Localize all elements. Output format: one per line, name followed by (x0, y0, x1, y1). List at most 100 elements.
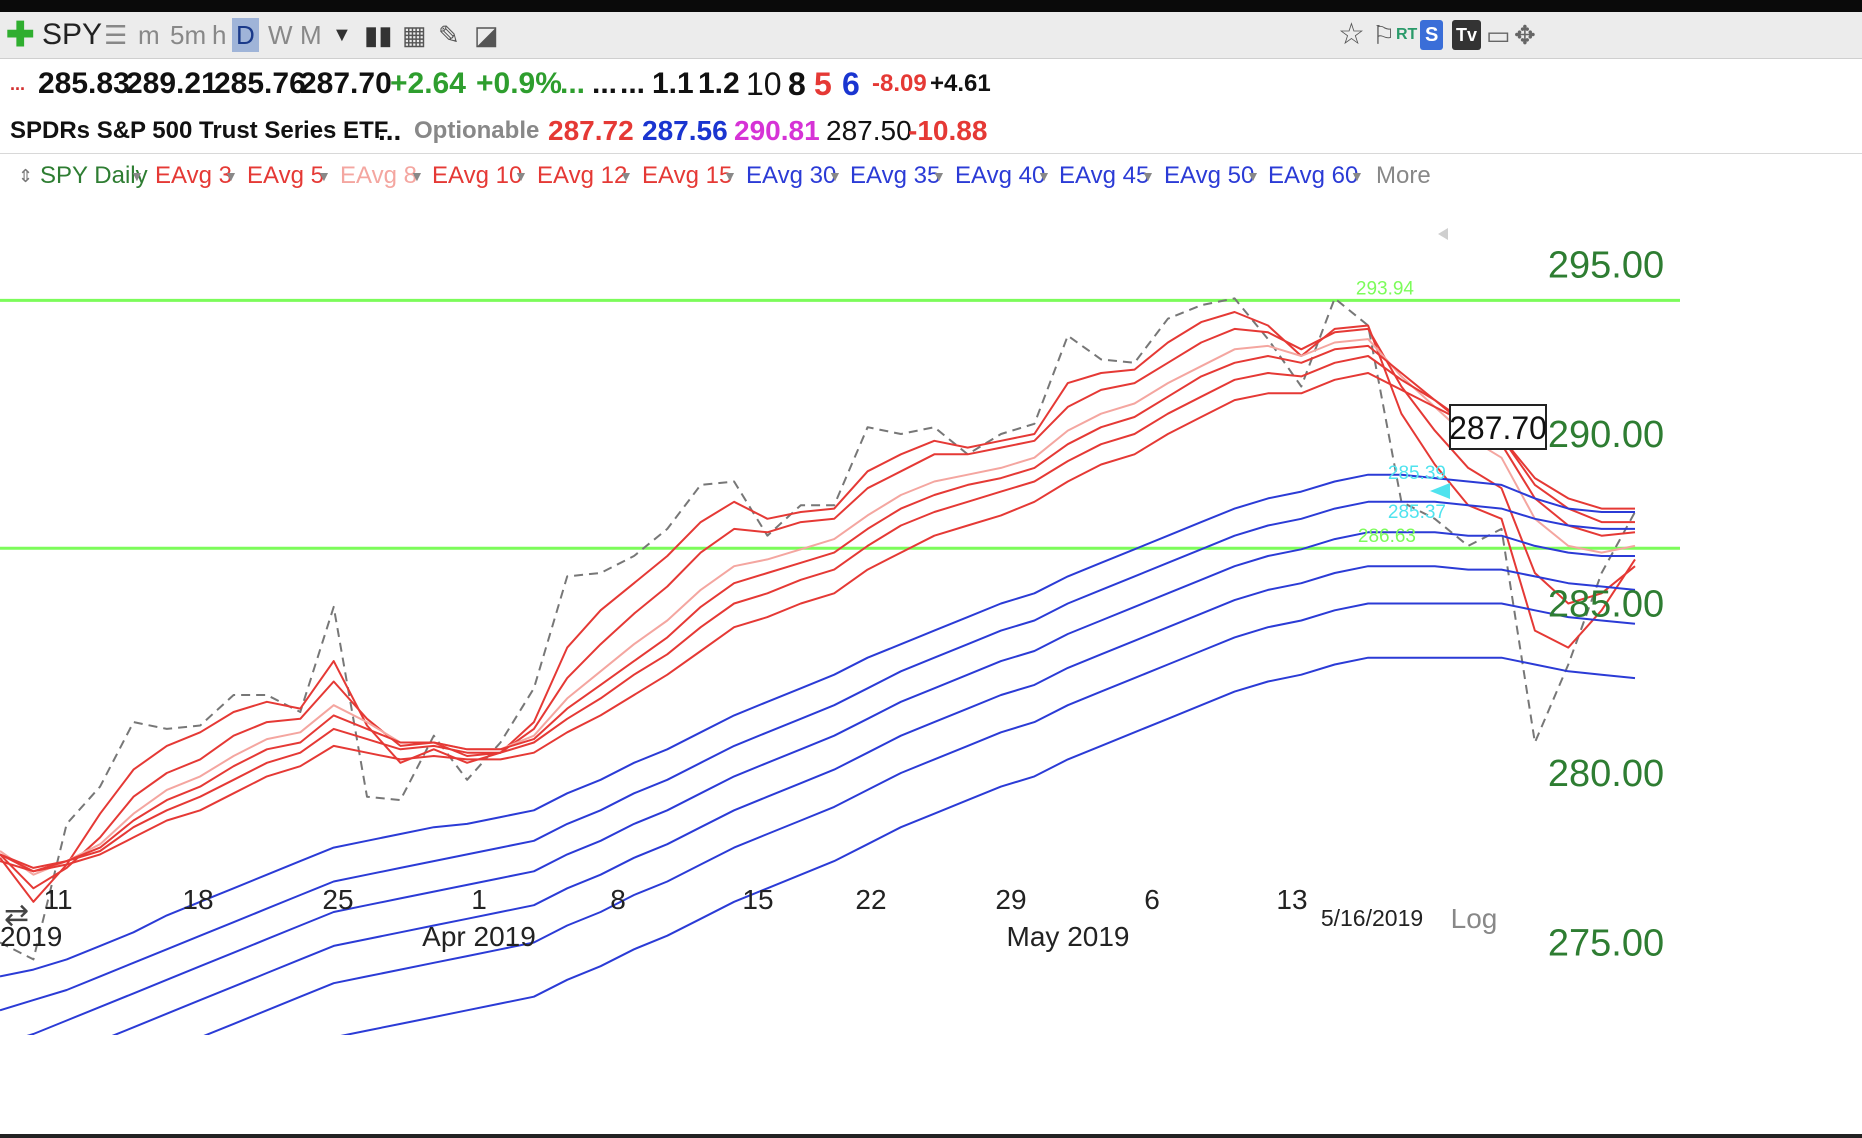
x-tick-label: 18 (182, 884, 213, 915)
window-icon[interactable]: ▭ (1486, 20, 1511, 50)
chevron-down-icon[interactable]: ▼ (1037, 168, 1051, 184)
x-tick-label: 1 (471, 884, 487, 915)
timeframe-week[interactable]: W (268, 20, 293, 50)
chevron-down-icon[interactable]: ▼ (1246, 168, 1260, 184)
quote-dots: ... (10, 74, 26, 94)
info-dots: ... (378, 115, 402, 146)
sort-icon[interactable]: ⇕ (18, 166, 34, 186)
ema-line-eavg-15 (0, 372, 1635, 873)
value-2: 1.2 (698, 67, 740, 100)
ema-45-label[interactable]: EAvg 45 (1059, 162, 1150, 189)
price-marker-icon (1430, 483, 1450, 499)
level-label-high: 293.94 (1356, 278, 1415, 299)
ema-50-label[interactable]: EAvg 50 (1164, 162, 1255, 189)
realtime-label[interactable]: RT (1396, 26, 1418, 43)
current-price-box (1449, 404, 1547, 450)
timeframe-month[interactable]: M (300, 20, 322, 50)
low-price: 285.76 (214, 67, 306, 100)
ema-12-label[interactable]: EAvg 12 (537, 162, 628, 189)
chevron-down-icon[interactable]: ▼ (932, 168, 946, 184)
timeframe-day[interactable]: D (232, 18, 259, 52)
price-chart[interactable]: 295.00 290.00 285.00 280.00 275.00 293.94 286.… (0, 197, 1862, 1134)
chevron-down-icon[interactable]: ▼ (317, 168, 331, 184)
log-scale-toggle: Log (1451, 903, 1498, 934)
ema-line-eavg-40 (26, 531, 1635, 1035)
x-tick-label: 6 (1144, 884, 1160, 915)
timeframe-5minute[interactable]: 5m (170, 20, 207, 50)
ema-line-eavg-50 (203, 602, 1636, 1035)
ema-line-eavg-12 (0, 355, 1635, 869)
ema-3-label[interactable]: EAvg 3 (155, 162, 232, 189)
info-row: SPDRs S&P 500 Trust Series ETF ... Optio… (0, 108, 1862, 154)
chevron-down-icon[interactable]: ▼ (619, 168, 633, 184)
study-label[interactable]: SPY Daily (40, 162, 148, 189)
ask-price: 287.56 (642, 115, 728, 146)
ema-15-label[interactable]: EAvg 15 (642, 162, 733, 189)
ema-35-label[interactable]: EAvg 35 (850, 162, 941, 189)
magenta-price: 290.81 (734, 115, 820, 146)
ema-line-eavg-45 (111, 565, 1636, 1035)
flag-icon[interactable]: ⚐ (1372, 20, 1396, 50)
chevron-down-icon[interactable]: ▼ (1350, 168, 1364, 184)
crosshair-icon[interactable]: ✥ (1514, 20, 1536, 50)
close-price: 287.70 (300, 67, 392, 100)
ema-line-eavg-30 (0, 473, 1635, 978)
star-icon[interactable]: ☆ (1338, 18, 1365, 51)
timeframe-minute[interactable]: m (138, 20, 160, 50)
pencil-icon[interactable]: ✎ (438, 20, 460, 50)
negative-value: -8.09 (872, 70, 927, 97)
timeframe-hour[interactable]: h (212, 20, 227, 50)
dropdown-icon[interactable]: ▼ (332, 24, 352, 46)
small-marker-icon (1438, 228, 1448, 240)
grid-icon[interactable]: ▦ (402, 20, 427, 50)
x-tick-label: 15 (742, 884, 773, 915)
s-button[interactable]: S (1420, 20, 1444, 50)
close-price-line (0, 297, 1636, 961)
more-button[interactable]: More (1376, 162, 1431, 189)
change-percent: +0.9% (476, 67, 562, 100)
optionable-label: Optionable (414, 117, 540, 144)
side-label-1: 285.39 (1388, 463, 1446, 484)
chevron-down-icon[interactable]: ▼ (1141, 168, 1155, 184)
x-month-label: 2019 (0, 921, 62, 952)
tag-icon[interactable]: ◪ (474, 20, 499, 50)
chevron-down-icon[interactable]: ▼ (224, 168, 238, 184)
x-tick-label: 29 (995, 884, 1026, 915)
level-label-low: 286.63 (1358, 526, 1416, 547)
ema-8-label[interactable]: EAvg 8 (340, 162, 417, 189)
ema-60-label[interactable]: EAvg 60 (1268, 162, 1359, 189)
list-icon[interactable]: ☰ (104, 20, 128, 50)
ema-line-eavg-3 (0, 311, 1636, 903)
chevron-down-icon[interactable]: ▼ (514, 168, 528, 184)
window-top-border (0, 0, 1862, 12)
ema-10-label[interactable]: EAvg 10 (432, 162, 523, 189)
side-label-2: 285.37 (1388, 502, 1446, 523)
dots-1: ... (560, 67, 586, 100)
tv-button[interactable]: Tv (1452, 20, 1482, 50)
chevron-down-icon[interactable]: ▼ (828, 168, 842, 184)
chevron-down-icon[interactable]: ▼ (130, 168, 144, 184)
value-6: 6 (842, 66, 860, 102)
x-tick-label: 8 (610, 884, 626, 915)
open-price: 285.83 (38, 67, 130, 100)
window-bottom-border (0, 1134, 1862, 1138)
y-tick-label: 280.00 (1548, 753, 1664, 795)
bars-icon[interactable]: ▮▮ (364, 20, 393, 50)
ema-line-eavg-8 (0, 338, 1636, 876)
symbol-field[interactable]: SPY (42, 18, 103, 51)
value-5: 5 (814, 66, 832, 102)
add-icon[interactable]: ✚ (6, 16, 35, 54)
chevron-down-icon[interactable]: ▼ (723, 168, 737, 184)
y-tick-label: 285.00 (1548, 584, 1664, 626)
indicator-bar: ⇕ SPY Daily ▼ EAvg 3 ▼ EAvg 5 ▼ EAvg 8 ▼… (0, 155, 1862, 197)
toolbar: ✚ SPY ☰ m 5m h D W M ▼ ▮▮ ▦ ✎ ◪ ☆ ⚐ RT S… (0, 12, 1862, 59)
ema-5-label[interactable]: EAvg 5 (247, 162, 324, 189)
chevron-down-icon[interactable]: ▼ (410, 168, 424, 184)
ema-30-label[interactable]: EAvg 30 (746, 162, 837, 189)
security-name: SPDRs S&P 500 Trust Series ETF (10, 117, 389, 144)
ema-line-eavg-10 (0, 344, 1636, 873)
current-price-label: 287.70 (1449, 410, 1547, 446)
x-tick-label: 22 (855, 884, 886, 915)
current-date-label: 5/16/2019 (1321, 905, 1423, 931)
ema-40-label[interactable]: EAvg 40 (955, 162, 1046, 189)
